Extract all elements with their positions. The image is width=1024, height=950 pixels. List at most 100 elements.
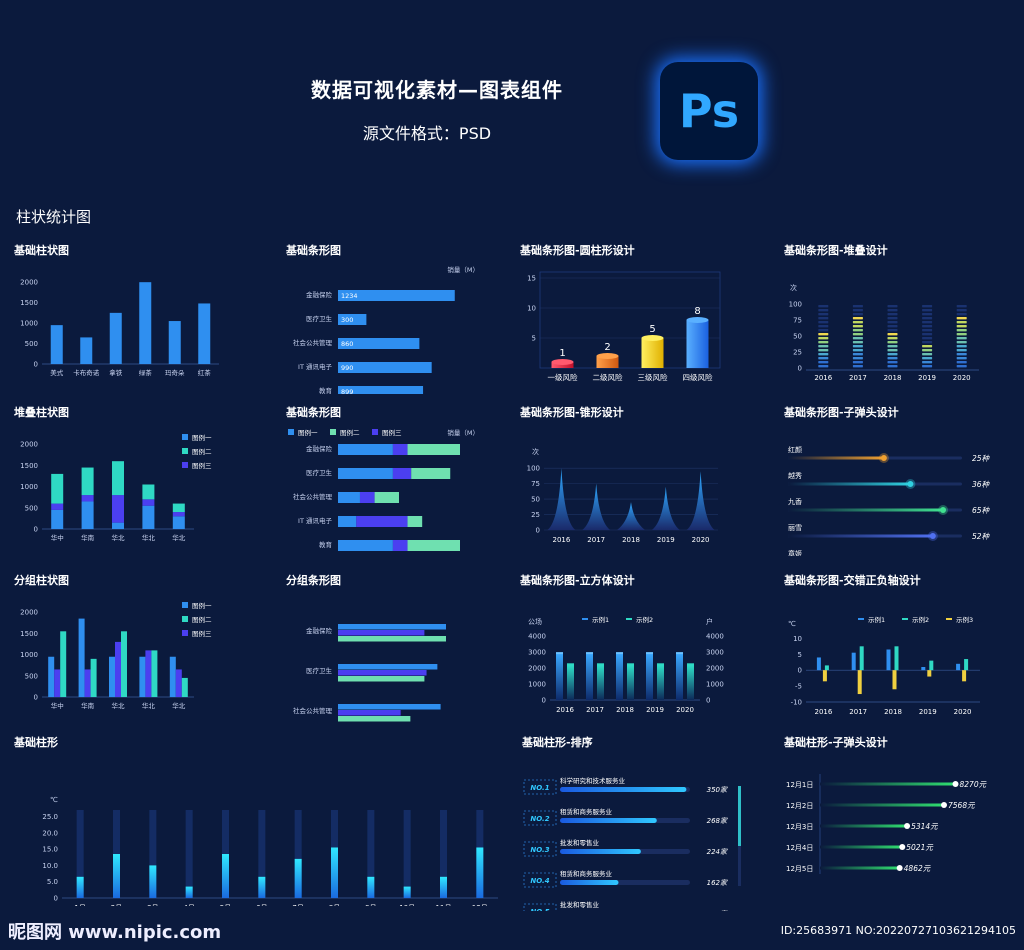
posneg-bar [962,670,967,682]
bar-segment [852,325,863,328]
x-tick-label: 6月 [256,904,267,906]
stacked-bar-segment [172,503,185,513]
stacked-bar-segment [392,540,408,551]
legend-swatch [182,630,188,636]
bullet-head [940,507,947,513]
posneg-bar [857,670,862,695]
rank-label: NO.4 [530,877,549,885]
category-label: 红颜 [788,445,802,454]
bar-segment [922,333,933,336]
x-tick-label: 2019 [657,536,675,544]
bar-segment [956,329,967,332]
stacked-bar-segment [172,516,185,529]
chart-title: 基础条形图-子弹头设计 [784,406,899,419]
bar-value-label: 899 [341,388,353,394]
x-tick-label: 2020 [953,374,971,382]
y-tick-label: 4000 [528,633,546,641]
chart-svg: 12月1日 8270元 12月2日 7568元 12月3日 5314元 12月4日 5021元… [786,774,987,874]
value-label: 268家 [707,817,728,825]
y-tick-label: 5 [798,651,802,659]
scroll-thumb [738,786,741,846]
grouped-bar [169,656,176,697]
grouped-bar [338,670,427,676]
chart-title: 基础柱形-排序 [522,736,593,749]
bar-segment [887,345,898,348]
y-tick-label: 10 [793,635,802,643]
posneg-bar [929,660,934,671]
x-tick-label: 三级风险 [638,372,668,382]
y-tick-label: 10 [527,305,536,313]
x-tick-label: 2018 [884,374,902,382]
bullet-head [896,865,903,871]
x-tick-label: 2月 [111,904,122,906]
chart-svg: 红颜25种越秀36种九香65种丽雪52种章姬40种 [788,445,990,556]
posneg-bar [851,652,856,671]
y-tick-label: 50 [793,333,802,341]
cube-top [586,652,593,655]
legend-swatch [946,618,952,620]
bar-segment [818,365,829,368]
page-title: 数据可视化素材—图表组件 [311,78,563,102]
bar [139,282,152,364]
cylinder-bar [686,320,709,368]
chart-c10: 分组条形图 金融保险 医疗卫生 社会公共管理 [286,572,486,722]
y-axis-label: 次 [790,283,797,292]
column-bar [476,847,484,898]
rank-badge [523,810,557,826]
y-axis-label: ℃ [788,620,796,628]
y-tick-label: 1000 [528,681,546,689]
bar-segment [852,337,863,340]
bar-segment [852,353,863,356]
bar-segment [887,321,898,324]
y-tick-label: 25 [531,511,540,519]
category-label: 社会公共管理 [293,706,333,715]
x-tick-label: 2018 [616,706,634,714]
grouped-bar [48,656,55,697]
chart-c14: 基础柱形-排序 NO.1 科学研究和技术服务业 350家 NO.2 租赁和商务服务业 268… [522,734,750,911]
chart-svg: 公场 户 示例1 示例2 0 1000 2000 3000 4000 0 1000 2000 3000 4… [528,615,724,714]
category-label: 12月4日 [786,844,813,852]
bar-segment [818,341,829,344]
bar [338,362,432,373]
y-tick-label: 0 [34,694,38,702]
column-track [149,810,157,898]
column-track [403,810,411,898]
column-track [76,810,84,898]
y-tick-label: 500 [25,504,38,512]
bar-segment [818,361,829,364]
y-tick-label: 0 [798,667,802,675]
bar-segment [956,341,967,344]
bar-segment [956,349,967,352]
stacked-bar-segment [356,516,408,527]
y-tick-label: 75 [793,317,802,325]
bar-value-label: 990 [341,364,353,372]
stacked-bar-segment [51,503,64,510]
bar-segment [818,325,829,328]
bar-segment [956,365,967,368]
chart-svg: 次 0 25 50 75 100 2016 2017 2018 2019 2020 [527,447,718,544]
x-tick-label: 华北 [112,701,126,710]
stacked-bar-segment [172,512,185,517]
cylinder-bar [641,338,664,368]
stacked-bar-segment [407,444,460,455]
chart-title: 堆叠柱状图 [14,406,69,419]
bar-segment [852,349,863,352]
bullet-fill [788,456,884,460]
posneg-bar [886,649,891,671]
cone-mark [617,502,645,530]
chart-c7: 基础条形图-锥形设计次 0 25 50 75 100 2016 2017 2018 2019 202… [520,404,730,554]
posneg-bar [894,646,899,671]
chart-title: 基础条形图-堆叠设计 [784,244,888,257]
bar-segment [956,333,967,336]
legend-swatch [626,618,632,620]
x-tick-label: 1月 [74,904,85,906]
chart-c4: 基础条形图-堆叠设计次 0 25 50 75 100 2016 2017 2018 2019 202… [784,242,984,392]
stacked-bar-segment [359,492,375,503]
y-tick-label: 3000 [528,649,546,657]
y-tick-label: 0 [542,697,546,705]
bar-segment [852,341,863,344]
bullet-bar [820,782,956,786]
x-tick-label: 2016 [552,536,570,544]
value-label: 350家 [707,786,728,794]
